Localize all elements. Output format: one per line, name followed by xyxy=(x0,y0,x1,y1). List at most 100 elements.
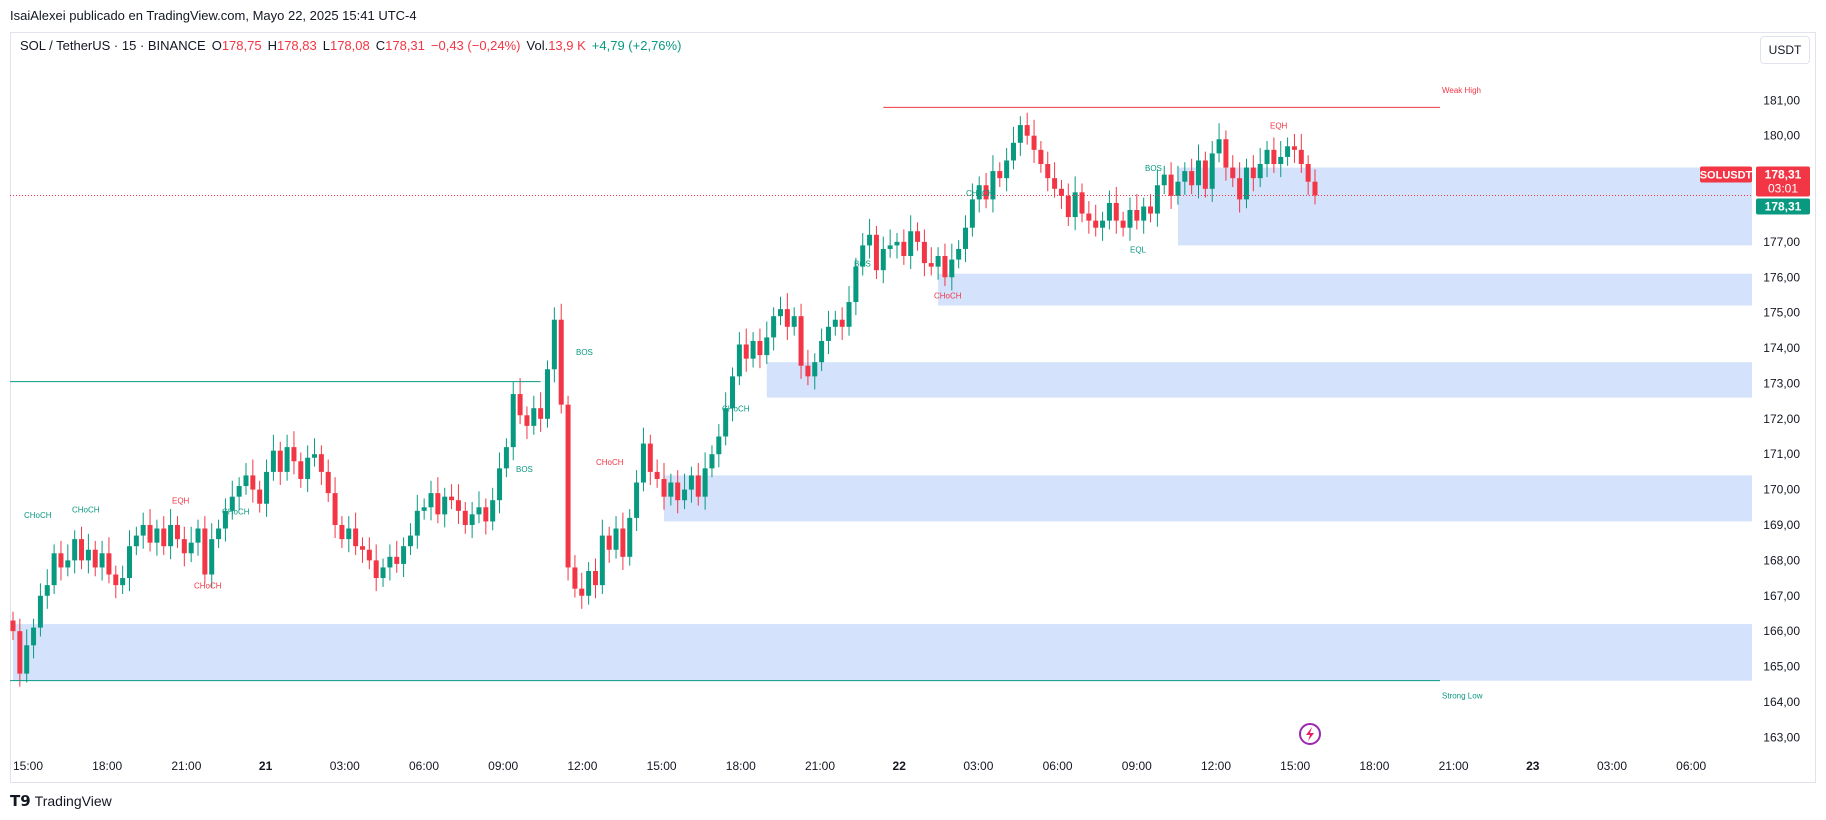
candle-body xyxy=(428,493,434,508)
candle-body xyxy=(1161,174,1167,186)
high-label: H xyxy=(267,38,277,53)
candle-body xyxy=(1271,149,1277,165)
candle-body xyxy=(1216,139,1222,154)
candle-body xyxy=(990,171,996,200)
price-tag-countdown: 03:01 xyxy=(1768,182,1798,196)
low-value: L178,08 xyxy=(323,38,370,53)
candle-body xyxy=(346,528,352,540)
candle-body xyxy=(757,340,763,356)
x-axis-tick: 18:00 xyxy=(1359,759,1389,773)
candle-body xyxy=(1120,220,1126,228)
candle-body xyxy=(476,507,482,515)
candle-body xyxy=(1038,149,1044,165)
candle-body xyxy=(647,443,653,472)
candle-body xyxy=(716,436,722,455)
candle-body xyxy=(72,539,78,561)
candle-body xyxy=(37,595,43,628)
candle-body xyxy=(449,496,455,501)
candle-body xyxy=(551,319,557,370)
open-value: O178,75 xyxy=(212,38,262,53)
y-axis-tick: 163,00 xyxy=(1763,730,1800,744)
x-axis-tick: 06:00 xyxy=(1043,759,1073,773)
candle-body xyxy=(586,570,592,596)
candle-body xyxy=(599,535,605,586)
candle-body xyxy=(31,627,37,646)
candle-body xyxy=(572,567,578,589)
candle-body xyxy=(942,256,948,278)
candle-body xyxy=(867,234,873,246)
candle-body xyxy=(1243,167,1249,200)
currency-button[interactable]: USDT xyxy=(1760,36,1810,64)
candle-body xyxy=(969,199,975,228)
candle-body xyxy=(126,546,132,579)
event-lightning-icon xyxy=(1299,723,1321,745)
candle-body xyxy=(579,588,585,596)
close-number: 178,31 xyxy=(385,38,425,53)
y-axis-tick: 164,00 xyxy=(1763,695,1800,709)
candle-body xyxy=(1154,185,1160,214)
candle-body xyxy=(1237,178,1243,200)
y-axis-tick: 170,00 xyxy=(1763,483,1800,497)
candle-body xyxy=(887,245,893,249)
y-axis-tick: 166,00 xyxy=(1763,624,1800,638)
candle-body xyxy=(1148,206,1154,214)
candle-body xyxy=(777,309,783,317)
symbol-tag xyxy=(1700,166,1752,183)
candle-body xyxy=(1072,192,1078,218)
candle-body xyxy=(538,408,544,419)
candle-body xyxy=(421,507,427,511)
candle-body xyxy=(318,454,324,472)
open-label: O xyxy=(211,38,222,53)
candle-body xyxy=(1257,164,1263,179)
price-tag-value: 178,31 xyxy=(1765,168,1802,182)
candle-body xyxy=(531,408,537,426)
candle-body xyxy=(106,553,112,575)
candle-body xyxy=(435,493,441,515)
candle-body xyxy=(65,560,71,568)
structure-label: Weak High xyxy=(1442,86,1481,95)
candle-body xyxy=(1065,195,1071,218)
candle-body xyxy=(236,486,242,497)
candle-body xyxy=(606,535,612,550)
candle-body xyxy=(202,528,208,575)
candle-body xyxy=(983,185,989,200)
x-axis-tick: 06:00 xyxy=(409,759,439,773)
candle-body xyxy=(805,365,811,377)
volume-label: Vol. xyxy=(526,38,549,53)
candle-body xyxy=(832,319,838,327)
candle-body xyxy=(99,553,105,568)
high-value: H178,83 xyxy=(268,38,317,53)
candle-body xyxy=(503,447,509,469)
candle-body xyxy=(332,493,338,525)
structure-label: EQH xyxy=(1270,122,1288,131)
candle-body xyxy=(284,447,290,472)
candle-body xyxy=(222,510,228,529)
candle-body xyxy=(497,468,503,501)
candle-body xyxy=(312,454,318,458)
candle-body xyxy=(1045,164,1051,179)
volume-number: 13,9 K xyxy=(548,38,586,53)
structure-label: CHoCH xyxy=(194,582,222,591)
footer-brand[interactable]: 𝗧𝟵 TradingView xyxy=(10,792,112,810)
x-axis-tick: 23 xyxy=(1526,759,1540,773)
candle-body xyxy=(675,482,681,501)
structure-label: CHoCH xyxy=(72,506,100,515)
candle-body xyxy=(949,259,955,278)
structure-label: CHoCH xyxy=(596,458,624,467)
y-axis-tick: 176,00 xyxy=(1763,270,1800,284)
candle-body xyxy=(873,234,879,271)
candle-body xyxy=(373,560,379,579)
candle-body xyxy=(92,549,98,568)
symbol-name[interactable]: SOL / TetherUS · 15 · BINANCE xyxy=(20,38,206,53)
y-axis-tick: 168,00 xyxy=(1763,553,1800,567)
candle-body xyxy=(764,337,770,356)
x-axis-tick: 12:00 xyxy=(567,759,597,773)
candle-body xyxy=(154,528,160,543)
candle-body xyxy=(1113,202,1119,221)
candle-body xyxy=(1052,178,1058,189)
candle-body xyxy=(380,567,386,579)
candle-body xyxy=(1175,181,1181,196)
change-value: −0,43 (−0,24%) xyxy=(430,38,521,53)
candle-body xyxy=(901,241,907,257)
